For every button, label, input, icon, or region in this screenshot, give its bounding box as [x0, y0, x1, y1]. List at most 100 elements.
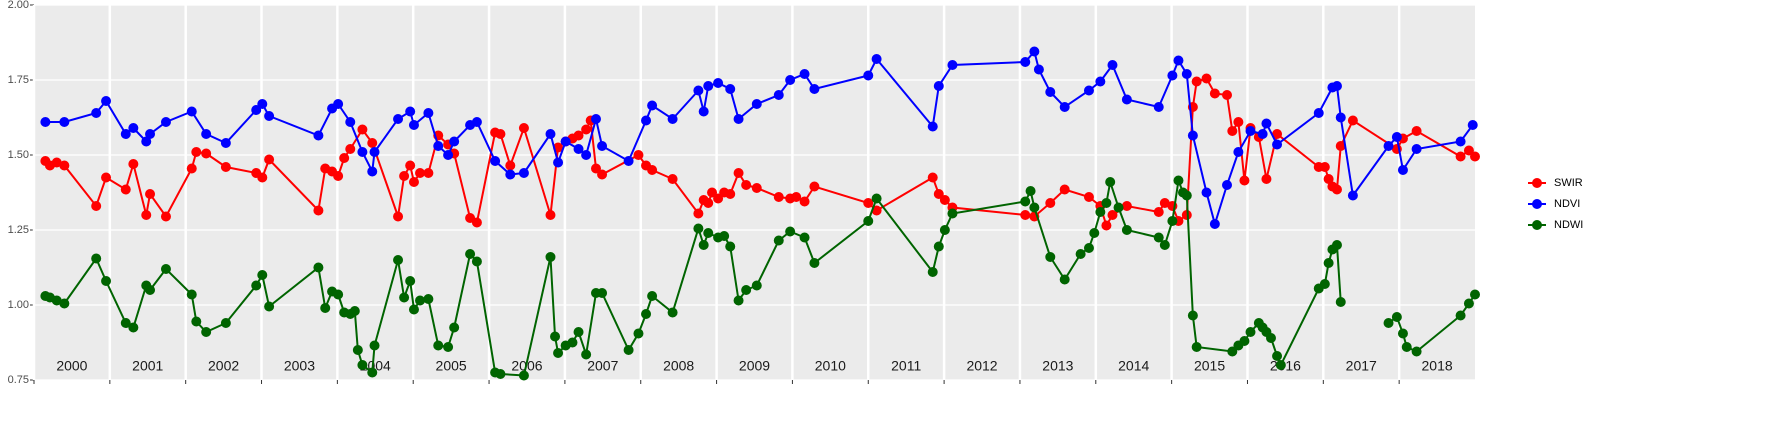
point: [1181, 190, 1192, 201]
point: [120, 184, 131, 195]
point: [1153, 102, 1164, 112]
point: [1033, 64, 1044, 75]
point: [1245, 327, 1256, 337]
point: [1221, 180, 1232, 190]
point: [128, 123, 139, 133]
point: [545, 129, 556, 139]
point: [1045, 198, 1056, 208]
point: [1227, 126, 1238, 136]
point: [1397, 328, 1408, 339]
point: [809, 84, 820, 94]
point: [59, 160, 70, 171]
point: [1401, 342, 1412, 352]
point: [1265, 333, 1276, 343]
point: [518, 370, 529, 381]
point: [1275, 360, 1286, 370]
point: [703, 198, 714, 208]
point: [581, 124, 592, 135]
point: [1201, 187, 1212, 198]
point: [333, 99, 344, 109]
point: [863, 70, 874, 81]
point: [415, 295, 426, 306]
point: [1331, 240, 1342, 250]
point: [1029, 46, 1040, 57]
point: [1347, 115, 1358, 126]
point: [623, 345, 634, 355]
point: [933, 81, 944, 91]
point: [1245, 126, 1256, 136]
point: [145, 285, 156, 295]
point: [553, 157, 564, 168]
point: [1391, 312, 1402, 322]
y-tick-label: 0.75: [8, 374, 29, 386]
point: [345, 117, 356, 127]
point: [1075, 249, 1086, 259]
point: [257, 270, 268, 280]
point: [545, 252, 556, 262]
point: [1463, 298, 1474, 309]
point: [264, 111, 275, 121]
point: [947, 60, 958, 70]
point: [399, 292, 410, 303]
y-tick-label: 1.75: [8, 74, 29, 86]
point: [1167, 216, 1178, 226]
point: [1467, 120, 1478, 130]
point: [393, 114, 404, 124]
legend-dot: [1532, 220, 1542, 230]
point: [333, 289, 344, 300]
point: [1059, 274, 1070, 285]
point: [59, 117, 70, 127]
point: [1239, 175, 1250, 186]
point: [91, 253, 102, 264]
point: [1020, 57, 1031, 67]
legend-label: SWIR: [1554, 177, 1583, 189]
point: [1319, 279, 1330, 289]
point: [408, 120, 419, 130]
point: [145, 129, 156, 139]
point: [51, 157, 62, 168]
point: [725, 84, 736, 94]
legend-dot: [1532, 178, 1542, 188]
point: [703, 81, 714, 91]
point: [590, 114, 601, 124]
point: [490, 156, 501, 166]
point: [799, 232, 810, 243]
point: [186, 163, 197, 174]
point: [141, 210, 152, 220]
point: [101, 172, 112, 183]
point: [939, 195, 950, 205]
point: [773, 90, 784, 100]
x-tick-label: 2009: [739, 358, 770, 374]
point: [1101, 220, 1112, 231]
point: [641, 309, 652, 319]
point: [693, 208, 704, 219]
x-tick-label: 2007: [587, 358, 618, 374]
point: [1397, 165, 1408, 175]
point: [1261, 174, 1272, 184]
point: [741, 180, 752, 190]
point: [1383, 141, 1394, 151]
point: [733, 114, 744, 124]
point: [1470, 151, 1480, 162]
point: [1209, 88, 1220, 99]
point: [160, 264, 171, 274]
point: [1159, 198, 1170, 208]
point: [433, 141, 444, 151]
point: [349, 306, 360, 316]
series-line: [45, 49, 1474, 228]
point: [1191, 342, 1202, 352]
point: [581, 349, 592, 360]
x-tick-label: 2015: [1194, 358, 1225, 374]
point: [423, 108, 434, 118]
point: [220, 162, 231, 172]
point: [1045, 87, 1056, 97]
point: [1187, 310, 1198, 321]
point: [871, 54, 882, 64]
y-tick-label: 1.25: [8, 224, 29, 236]
point: [785, 226, 796, 237]
point: [1083, 192, 1094, 202]
point: [647, 165, 658, 175]
point: [1173, 175, 1184, 186]
point: [741, 285, 752, 295]
point: [1167, 70, 1178, 81]
